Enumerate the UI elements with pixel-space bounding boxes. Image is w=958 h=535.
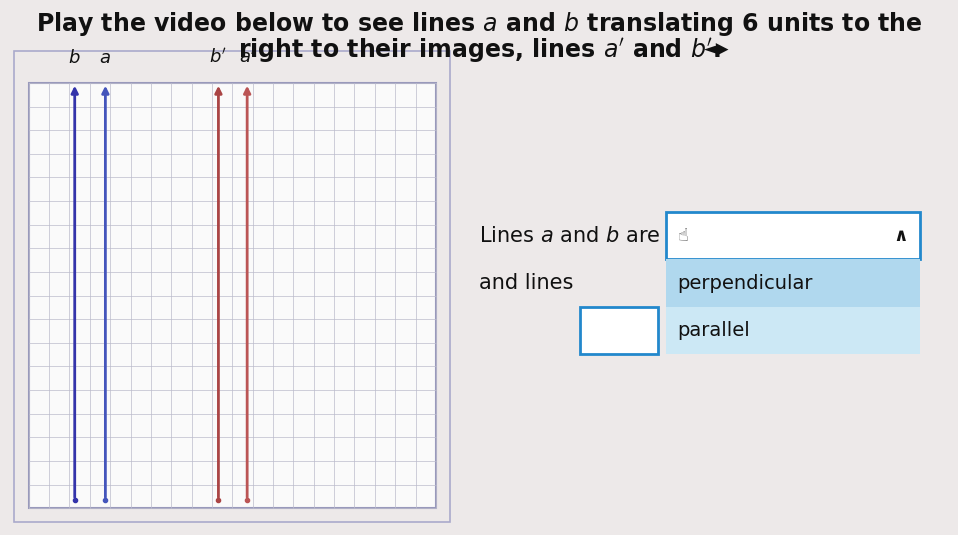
Text: $\it{b}$: $\it{b}$ <box>68 49 81 67</box>
Bar <box>666 212 920 259</box>
Text: and lines: and lines <box>479 273 574 293</box>
Text: $\it{b'}$: $\it{b'}$ <box>210 48 227 67</box>
Text: ◄▶: ◄▶ <box>704 41 730 59</box>
Bar <box>29 83 436 508</box>
Text: ☝: ☝ <box>677 227 688 245</box>
Text: right to their images, lines $\it{a'}$ and $\it{b'}$.: right to their images, lines $\it{a'}$ a… <box>238 36 720 65</box>
Text: Lines $\it{a}$ and $\it{b}$ are: Lines $\it{a}$ and $\it{b}$ are <box>479 226 660 246</box>
Text: $\it{a}$: $\it{a}$ <box>100 49 111 67</box>
Text: ∧: ∧ <box>894 227 908 245</box>
Bar <box>666 259 920 354</box>
Bar <box>666 259 920 307</box>
Text: parallel: parallel <box>677 320 750 340</box>
Text: $\it{a'}$: $\it{a'}$ <box>239 48 256 67</box>
Text: perpendicular: perpendicular <box>677 273 812 293</box>
Bar <box>580 307 658 354</box>
Text: Play the video below to see lines $\it{a}$ and $\it{b}$ translating 6 units to t: Play the video below to see lines $\it{a… <box>35 10 923 38</box>
Bar <box>14 51 450 522</box>
